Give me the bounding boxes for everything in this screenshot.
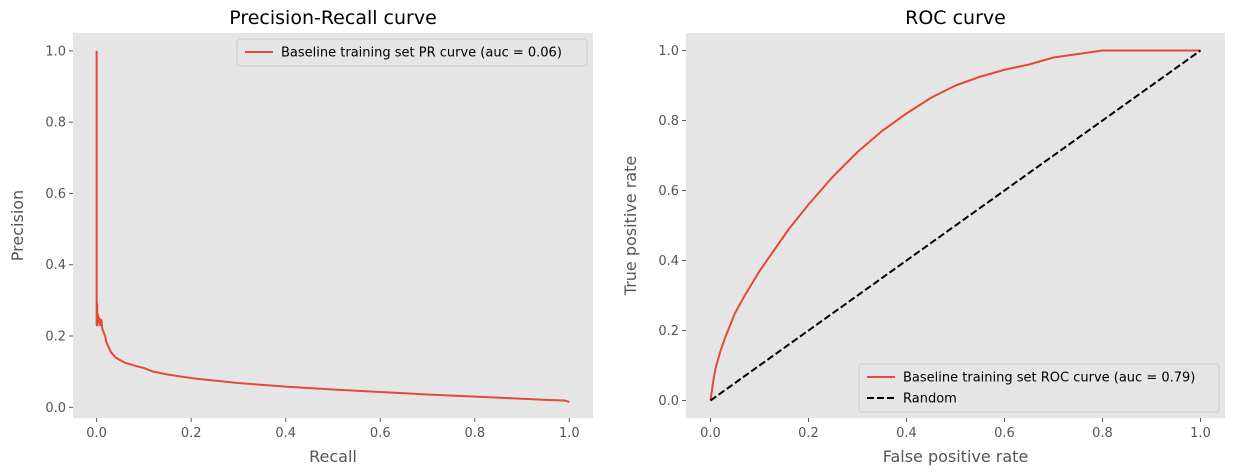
pr-curve-panel: Precision-Recall curve 0.0 0.2 0.4 0.6 0.8 1.0… [8, 7, 593, 466]
x-axis-label: False positive rate [883, 447, 1029, 466]
legend-label: Baseline training set PR curve (auc = 0.… [281, 46, 562, 61]
x-tick-label: 0.6 [994, 426, 1015, 441]
y-tick-label: 0.6 [45, 187, 66, 202]
y-tick-label: 0.8 [658, 114, 679, 129]
x-tick-label: 1.0 [559, 426, 580, 441]
legend: Baseline training set PR curve (auc = 0.… [236, 38, 588, 67]
legend-box [858, 363, 1220, 413]
x-axis-label: Recall [309, 447, 357, 466]
series-line [709, 49, 1202, 402]
x-tick-label: 1.0 [1190, 426, 1211, 441]
legend: Baseline training set ROC curve (auc = 0… [858, 363, 1220, 413]
y-tick-label: 1.0 [45, 44, 66, 59]
x-tick-label: 0.8 [464, 426, 485, 441]
y-axis-label: Precision [8, 190, 27, 261]
legend-label: Random [903, 392, 957, 407]
y-tick-label: 0.0 [45, 401, 66, 416]
y-tick-label: 0.8 [45, 116, 66, 131]
chart-title: Precision-Recall curve [229, 7, 437, 29]
x-tick-label: 0.0 [700, 426, 721, 441]
x-tick-label: 0.4 [896, 426, 917, 441]
series-line [95, 50, 570, 403]
y-tick-label: 0.4 [658, 254, 679, 269]
y-axis-label: True positive rate [621, 156, 640, 296]
x-tick-label: 0.0 [86, 426, 107, 441]
y-tick-label: 0.0 [658, 394, 679, 409]
legend-label: Baseline training set ROC curve (auc = 0… [903, 371, 1195, 386]
chart-title: ROC curve [905, 7, 1006, 29]
y-tick-label: 0.2 [45, 330, 66, 345]
series-line [709, 49, 1201, 401]
x-tick-label: 0.8 [1092, 426, 1113, 441]
x-tick-label: 0.6 [370, 426, 391, 441]
plot-area [73, 33, 593, 418]
x-tick-label: 0.2 [181, 426, 202, 441]
y-tick-label: 0.6 [658, 184, 679, 199]
y-tick-label: 0.4 [45, 258, 66, 273]
x-tick-label: 0.4 [275, 426, 296, 441]
x-tick-label: 0.2 [798, 426, 819, 441]
y-tick-label: 1.0 [658, 44, 679, 59]
y-tick-label: 0.2 [658, 324, 679, 339]
legend-box [236, 38, 588, 67]
roc-curve-panel: ROC curve 0.0 0.2 0.4 0.6 0.8 1.0 0.0 0.2 0.4 0.6 0… [621, 7, 1225, 466]
